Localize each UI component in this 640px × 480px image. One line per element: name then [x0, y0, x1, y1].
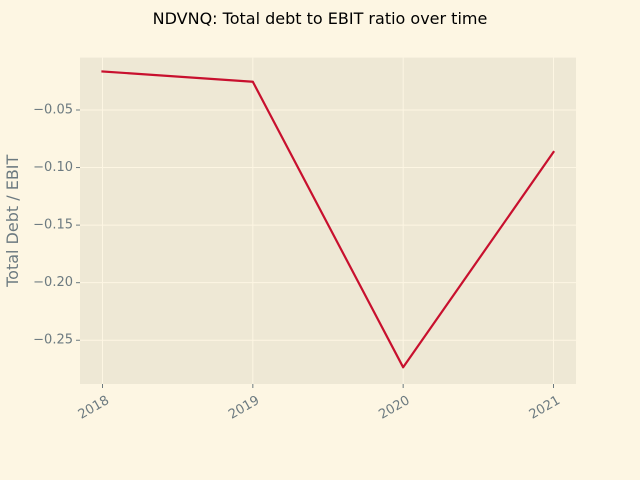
y-tick-label: −0.10	[33, 160, 73, 175]
plot-area	[80, 57, 576, 384]
y-tick-label: −0.05	[33, 102, 73, 117]
grid	[80, 57, 576, 384]
y-tick-label: −0.15	[33, 218, 73, 233]
y-axis-label: Total Debt / EBIT	[3, 154, 22, 287]
x-tick-label: 2021	[527, 393, 563, 423]
x-tick-label: 2019	[226, 393, 262, 423]
y-tick-label: −0.20	[33, 275, 73, 290]
x-tick-label: 2018	[76, 393, 112, 423]
series	[101, 70, 556, 369]
x-tick-label: 2020	[376, 393, 412, 423]
series-line	[101, 70, 556, 369]
y-tick-label: −0.25	[33, 333, 73, 348]
chart-title: NDVNQ: Total debt to EBIT ratio over tim…	[153, 9, 488, 28]
